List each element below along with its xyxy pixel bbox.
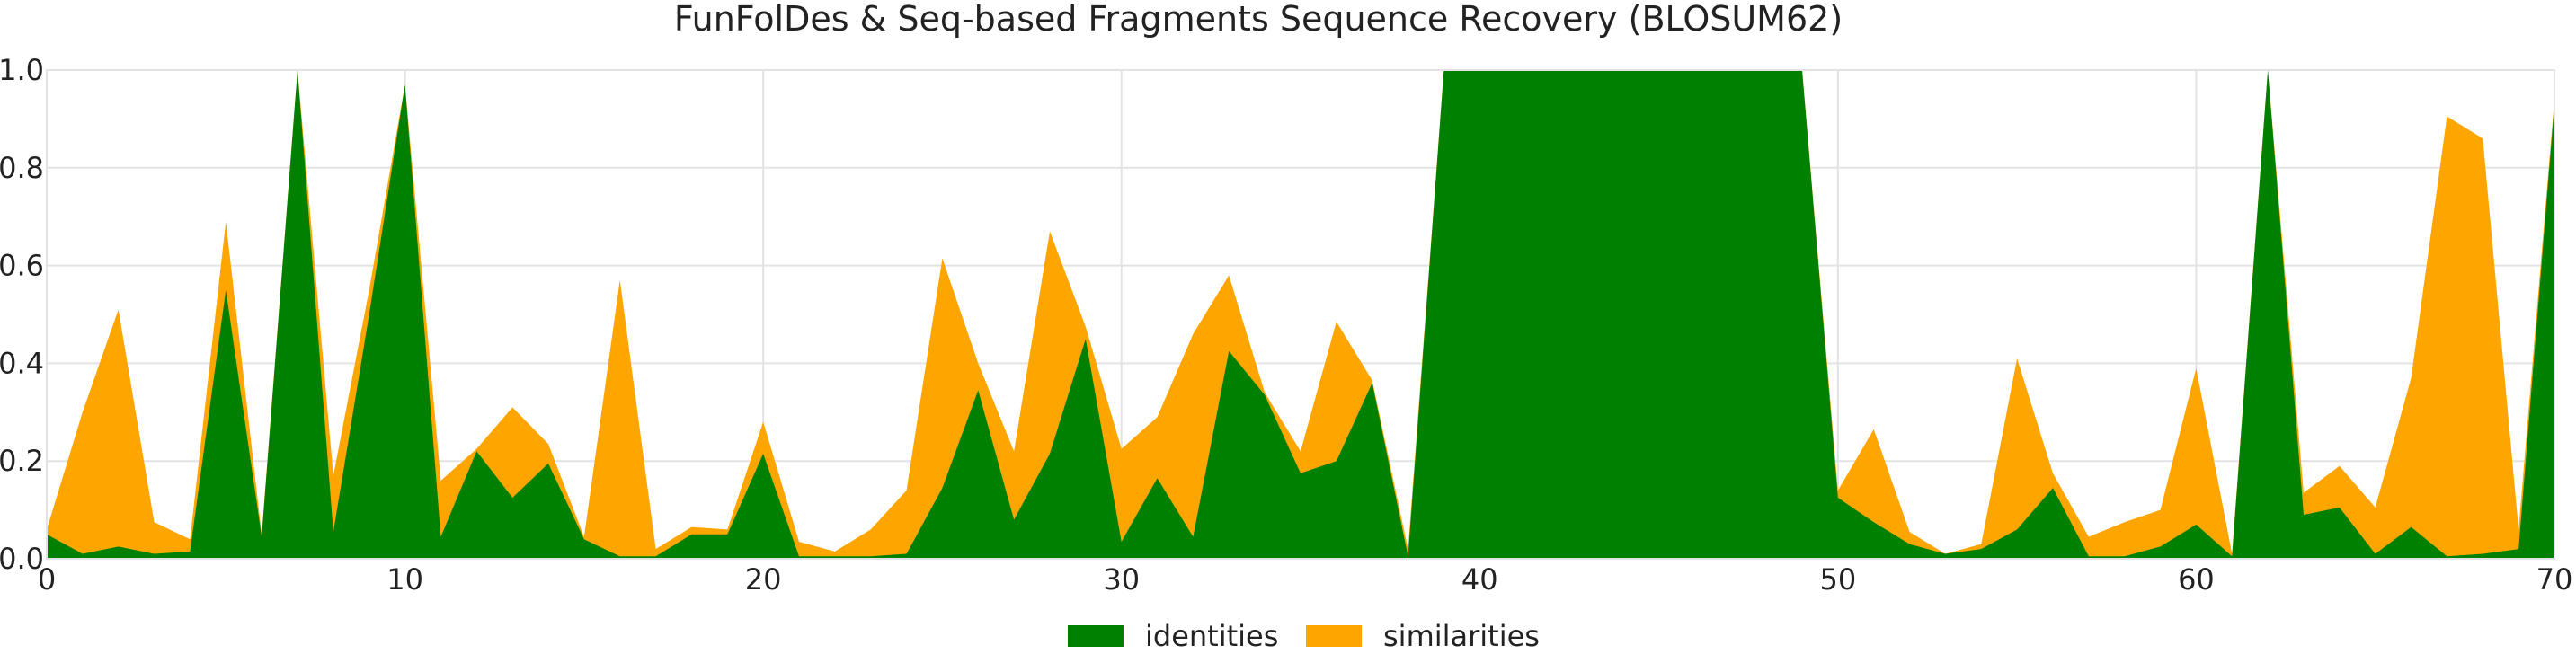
x-tick-label: 70	[2536, 562, 2573, 597]
y-tick-label: 1.0	[0, 53, 44, 87]
y-tick-label: 0.2	[0, 444, 44, 478]
x-tick-label: 10	[386, 562, 423, 597]
chart-title: FunFolDes & Seq-based Fragments Sequence…	[674, 0, 1843, 39]
x-tick-label: 40	[1461, 562, 1498, 597]
x-tick-label: 30	[1103, 562, 1140, 597]
legend: identities similarities	[1068, 619, 1540, 653]
area-identities	[47, 70, 2554, 559]
legend-swatch-identities	[1068, 625, 1124, 647]
x-tick-label: 60	[2178, 562, 2215, 597]
y-tick-label: 0.8	[0, 151, 44, 185]
y-tick-label: 0.6	[0, 249, 44, 283]
x-tick-label: 50	[1819, 562, 1856, 597]
plot-frame	[46, 69, 2555, 560]
tick-labels: 0 10 20 30 40 50 60 70 0.0 0.2 0.4 0.6 0.8 1.0	[0, 53, 2572, 597]
x-tick-label: 0	[38, 562, 56, 597]
legend-label-similarities: similarities	[1383, 619, 1540, 653]
area-series	[47, 70, 2554, 559]
y-tick-label: 0.0	[0, 542, 44, 576]
legend-swatch-similarities	[1306, 625, 1362, 647]
x-tick-label: 20	[745, 562, 782, 597]
legend-label-identities: identities	[1145, 619, 1278, 653]
y-tick-label: 0.4	[0, 346, 44, 380]
